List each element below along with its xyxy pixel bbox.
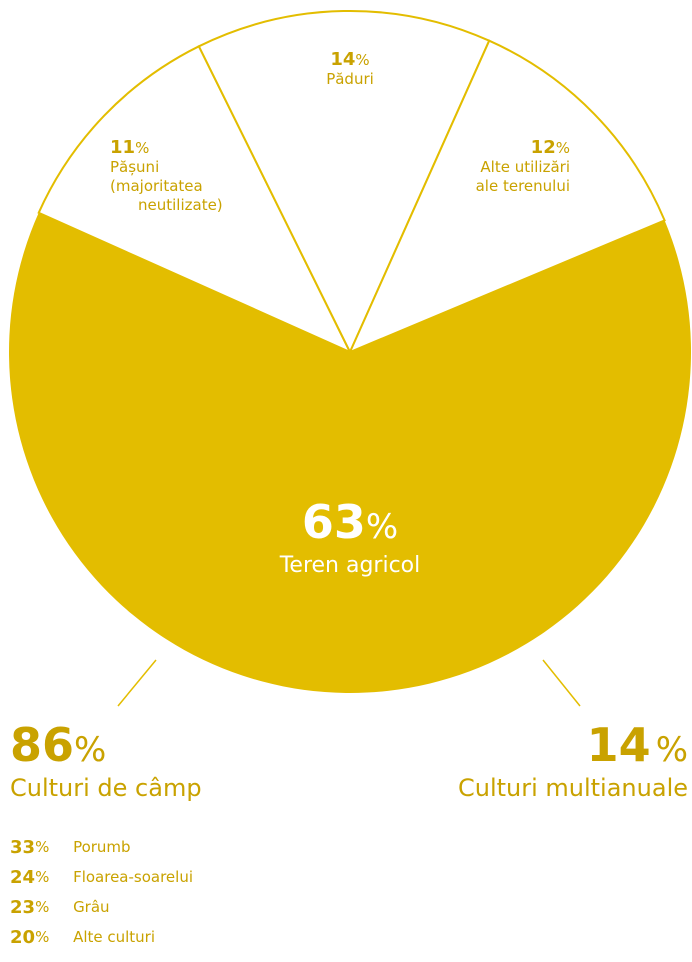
crop-unit: % xyxy=(35,868,50,886)
pie-slice-alte-utilizari xyxy=(348,39,666,354)
crop-row-grau: 23% Grâu xyxy=(10,892,193,922)
label-pasuni-value: 11 xyxy=(110,137,136,158)
crop-row-alte-culturi: 20% Alte culturi xyxy=(10,922,193,952)
crop-unit: % xyxy=(35,928,50,946)
label-paduri-unit: % xyxy=(355,51,370,69)
leader-line-culturi-camp xyxy=(117,659,157,707)
label-alte-value: 12 xyxy=(530,137,556,158)
crop-value: 33 xyxy=(10,836,36,858)
pie-slice-paduri xyxy=(197,10,491,355)
pie-slice-teren-agricol xyxy=(9,212,692,693)
crop-value: 24 xyxy=(10,866,36,888)
label-alte-line2: ale terenului xyxy=(475,177,570,195)
field-crops-list: 33% Porumb 24% Floarea-soarelui 23% Grâu 20… xyxy=(10,832,193,952)
crop-unit: % xyxy=(35,898,50,916)
breakdown-culturi-multianuale: 14 % Culturi multianuale xyxy=(458,718,688,802)
crop-label: Grâu xyxy=(73,898,110,916)
crop-label: Floarea-soarelui xyxy=(73,868,193,886)
label-paduri-name: Păduri xyxy=(326,70,374,88)
breakdown-culturi-camp: 86% Culturi de câmp xyxy=(10,718,202,802)
breakdown-culturi-multianuale-label: Culturi multianuale xyxy=(457,774,688,802)
label-teren-agricol: 63% Teren agricol xyxy=(200,495,500,578)
crop-value: 20 xyxy=(10,926,36,948)
label-teren-agricol-name: Teren agricol xyxy=(279,553,421,578)
breakdown-culturi-multianuale-unit: % xyxy=(655,730,688,770)
crop-value: 23 xyxy=(10,896,36,918)
crop-row-floarea-soarelui: 24% Floarea-soarelui xyxy=(10,862,193,892)
label-alte-line1: Alte utilizări xyxy=(480,158,570,176)
label-alte: 12% Alte utilizări ale terenului xyxy=(440,138,570,196)
label-alte-unit: % xyxy=(555,139,570,157)
leader-line-culturi-multianuale xyxy=(542,659,581,707)
label-pasuni-line2: (majoritatea xyxy=(110,177,203,195)
label-pasuni-line3: neutilizate) xyxy=(138,196,223,214)
label-teren-agricol-unit: % xyxy=(365,507,399,547)
label-pasuni: 11% Pășuni (majoritatea neutilizate) xyxy=(110,138,250,215)
breakdown-culturi-camp-label: Culturi de câmp xyxy=(10,774,202,802)
pie-slice-pasuni xyxy=(37,44,353,355)
crop-label: Porumb xyxy=(73,838,131,856)
label-pasuni-unit: % xyxy=(135,139,150,157)
label-paduri-value: 14 xyxy=(330,49,356,70)
crop-row-porumb: 33% Porumb xyxy=(10,832,193,862)
breakdown-culturi-multianuale-value: 14 xyxy=(586,718,651,772)
pie-chart xyxy=(9,10,692,707)
crop-label: Alte culturi xyxy=(73,928,156,946)
label-teren-agricol-value: 63 xyxy=(301,495,366,549)
crop-unit: % xyxy=(35,838,50,856)
breakdown-culturi-camp-unit: % xyxy=(74,730,107,770)
label-paduri: 14% Păduri xyxy=(300,50,400,89)
label-pasuni-line1: Pășuni xyxy=(110,158,160,176)
breakdown-culturi-camp-value: 86 xyxy=(10,718,75,772)
